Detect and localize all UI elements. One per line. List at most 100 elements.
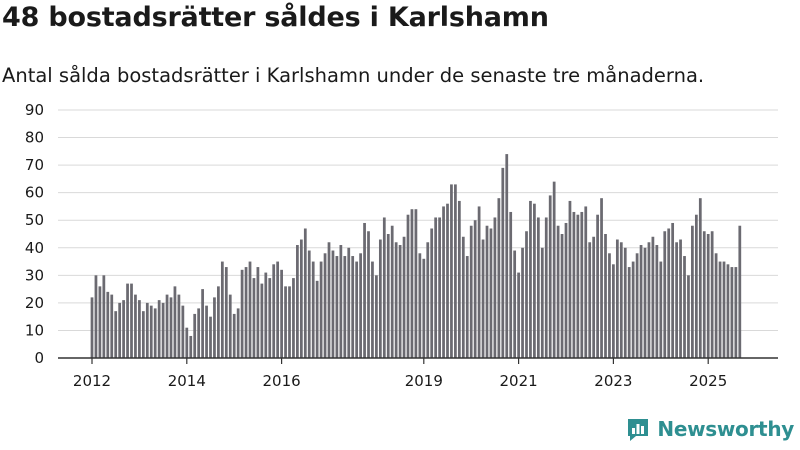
bar (138, 300, 141, 358)
bar (145, 302, 149, 358)
bar (114, 311, 118, 358)
bar (679, 239, 682, 358)
bar (671, 222, 675, 358)
bar (402, 236, 406, 358)
bar (296, 245, 299, 358)
bar (493, 217, 497, 358)
bar (454, 184, 457, 358)
bar (382, 217, 386, 358)
bar (272, 264, 276, 358)
bar (386, 234, 390, 358)
bar (687, 275, 690, 358)
x-tick-label: 2023 (594, 372, 632, 390)
x-tick-label: 2019 (405, 372, 443, 390)
bar (311, 261, 315, 358)
bar (319, 261, 323, 358)
bar (691, 225, 694, 358)
bar (608, 253, 611, 358)
bar (706, 234, 710, 358)
bar (177, 294, 181, 358)
bar (90, 297, 94, 358)
y-tick-label: 60 (25, 184, 44, 202)
bar (299, 239, 303, 358)
bar (165, 294, 169, 358)
bar (394, 242, 398, 358)
bar (307, 250, 311, 358)
bar (612, 264, 615, 358)
bar (339, 245, 343, 358)
bar (663, 231, 667, 358)
bar (189, 335, 193, 358)
bar (544, 217, 548, 358)
bar (667, 228, 671, 358)
bar (244, 267, 248, 358)
bar (434, 217, 438, 358)
bar (485, 225, 489, 358)
bar (651, 236, 655, 358)
bar (465, 256, 469, 358)
bar (185, 327, 189, 358)
bar (126, 283, 129, 358)
bar (576, 214, 580, 358)
bar (473, 220, 477, 358)
bar (572, 211, 576, 358)
highlight-value-label: 48 (734, 0, 753, 4)
bar (738, 225, 742, 358)
bar (248, 261, 252, 358)
bar (430, 228, 434, 358)
bar (106, 291, 110, 358)
bar (149, 305, 153, 358)
bar (292, 278, 295, 358)
bar (540, 247, 544, 358)
bar (710, 231, 714, 358)
bar (414, 209, 418, 358)
bar (469, 225, 473, 358)
bar (303, 228, 307, 358)
bar (481, 239, 485, 358)
bar (560, 234, 564, 358)
bar (584, 206, 588, 358)
bar (209, 316, 212, 358)
bar (497, 198, 501, 358)
bar (596, 214, 599, 358)
y-tick-label: 30 (25, 266, 44, 284)
bar (533, 203, 536, 358)
bar (335, 256, 339, 358)
bar (157, 300, 161, 358)
bar (489, 228, 493, 358)
bar (260, 283, 264, 358)
x-tick-label: 2021 (500, 372, 538, 390)
y-tick-label: 90 (25, 101, 44, 119)
bar (505, 154, 509, 358)
bar (98, 286, 102, 358)
bar (631, 261, 635, 358)
bar (220, 261, 224, 358)
bar (94, 275, 98, 358)
bar (600, 198, 603, 358)
bar (268, 278, 272, 358)
bar (647, 242, 651, 358)
x-tick-label: 2025 (689, 372, 727, 390)
bar (714, 253, 718, 358)
bar (457, 200, 461, 358)
bar (604, 234, 607, 358)
bar (592, 236, 596, 358)
bar (635, 253, 639, 358)
bar (718, 261, 722, 358)
chart-title: 48 bostadsrätter såldes i Karlshamn (2, 2, 549, 33)
bar (446, 203, 449, 358)
bar (730, 267, 734, 358)
bar (161, 302, 165, 358)
bar (359, 253, 362, 358)
bar (280, 269, 283, 358)
brand-logo: Newsworthy (625, 414, 794, 444)
bar (568, 200, 572, 358)
bar (232, 313, 236, 358)
bar (284, 286, 287, 358)
y-tick-label: 70 (25, 156, 44, 174)
bar (536, 217, 540, 358)
bar (726, 264, 730, 358)
bar (367, 231, 370, 358)
bar (643, 247, 647, 358)
